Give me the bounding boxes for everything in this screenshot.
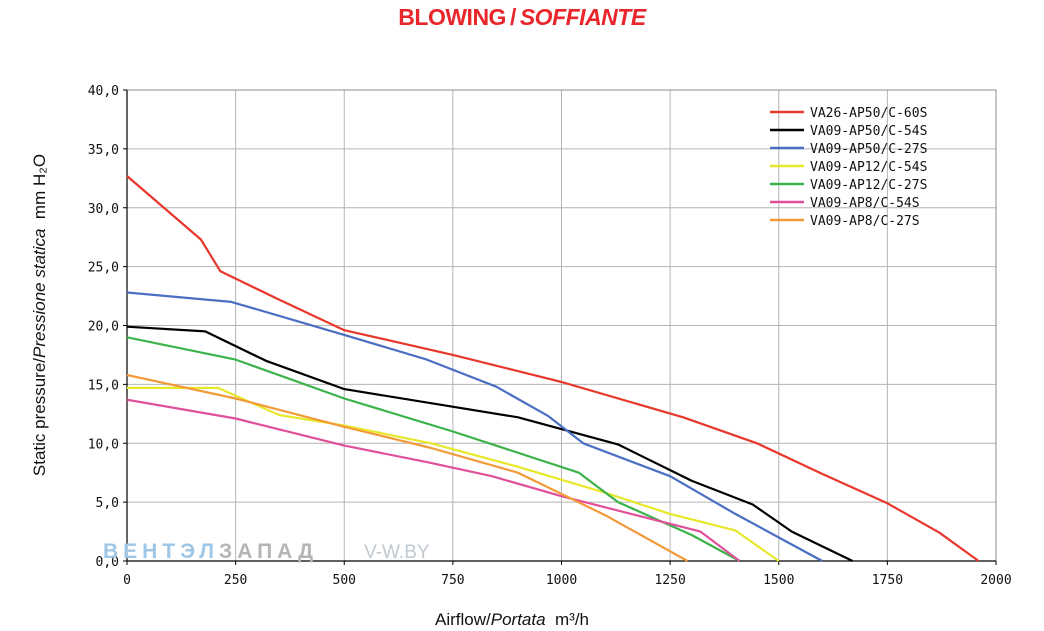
series-line xyxy=(126,336,741,562)
xlabel-unit: m³/h xyxy=(555,610,589,629)
title-italic: SOFFIANTE xyxy=(519,4,646,30)
legend-item: VA09-AP50/C-54S xyxy=(770,124,927,139)
ylabel-sep: / xyxy=(30,357,49,363)
y-tick-label: 20,0 xyxy=(88,320,119,335)
series-lines xyxy=(126,175,980,562)
ylabel-italic: Pressione statica xyxy=(30,228,49,358)
x-tick-label: 1000 xyxy=(546,573,577,588)
x-tick-label: 1250 xyxy=(654,573,685,588)
legend-label: VA09-AP8/C-54S xyxy=(810,196,920,211)
legend-label: VA09-AP12/C-27S xyxy=(810,178,927,193)
series-VA09-AP12/C-27S xyxy=(126,336,741,562)
x-tick-label: 1750 xyxy=(872,573,903,588)
xlabel-main: Airflow xyxy=(434,610,486,629)
watermark-part1: ВЕНТЭЛ xyxy=(103,540,220,563)
series-VA26-AP50/C-60S xyxy=(126,175,980,562)
y-tick-label: 30,0 xyxy=(88,202,119,217)
legend-item: VA09-AP8/C-54S xyxy=(770,196,920,211)
y-tick-label: 40,0 xyxy=(88,84,119,99)
x-tick-label: 500 xyxy=(333,573,356,588)
ylabel-main: Static pressure xyxy=(30,362,49,477)
xlabel-italic: Portata xyxy=(490,610,546,629)
y-tick-label: 5,0 xyxy=(96,496,119,511)
x-tick-label: 0 xyxy=(123,573,131,588)
legend-item: VA09-AP8/C-27S xyxy=(770,214,920,229)
x-axis-label: Airflow/Portata m³/h xyxy=(0,610,1024,630)
series-line xyxy=(126,325,854,562)
legend-label: VA09-AP50/C-54S xyxy=(810,124,927,139)
legend-item: VA26-AP50/C-60S xyxy=(770,106,927,121)
series-line xyxy=(126,291,823,562)
y-tick-label: 0,0 xyxy=(96,555,119,570)
series-line xyxy=(126,398,741,562)
watermark-site: V-W.BY xyxy=(364,542,430,563)
y-tick-label: 10,0 xyxy=(88,437,119,452)
series-line xyxy=(126,373,689,562)
x-tick-label: 2000 xyxy=(980,573,1011,588)
chart-title: BLOWING / SOFFIANTE xyxy=(0,4,1044,31)
x-tick-label: 1500 xyxy=(763,573,794,588)
legend-label: VA26-AP50/C-60S xyxy=(810,106,927,121)
x-tick-label: 250 xyxy=(224,573,247,588)
legend-label: VA09-AP50/C-27S xyxy=(810,142,927,157)
ylabel-unit: mm H₂O xyxy=(30,153,49,220)
watermark: ВЕНТЭЛЗАПАД V-W.BY xyxy=(103,540,430,564)
y-tick-label: 25,0 xyxy=(88,261,119,276)
legend-label: VA09-AP8/C-27S xyxy=(810,214,920,229)
title-main: BLOWING xyxy=(398,4,506,30)
series-VA09-AP8/C-54S xyxy=(126,398,741,562)
series-line xyxy=(126,175,980,562)
y-tick-label: 15,0 xyxy=(88,378,119,393)
legend-item: VA09-AP12/C-27S xyxy=(770,178,927,193)
watermark-part2: ЗАПАД xyxy=(219,540,319,563)
legend-label: VA09-AP12/C-54S xyxy=(810,160,927,175)
xlabel-sep: / xyxy=(486,610,491,629)
y-tick-label: 35,0 xyxy=(88,143,119,158)
series-VA09-AP50/C-54S xyxy=(126,325,854,562)
x-tick-label: 750 xyxy=(441,573,464,588)
series-VA09-AP50/C-27S xyxy=(126,291,823,562)
series-VA09-AP8/C-27S xyxy=(126,373,689,562)
title-separator: / xyxy=(509,4,516,30)
grid xyxy=(126,89,997,562)
tick-labels: 0 250 500 750 1000 1250 1500 1750 2000 0,0 5,0 10,0… xyxy=(88,84,1012,588)
legend: VA26-AP50/C-60S VA09-AP50/C-54S VA09-AP50/… xyxy=(770,106,927,229)
legend-item: VA09-AP50/C-27S xyxy=(770,142,927,157)
legend-item: VA09-AP12/C-54S xyxy=(770,160,927,175)
